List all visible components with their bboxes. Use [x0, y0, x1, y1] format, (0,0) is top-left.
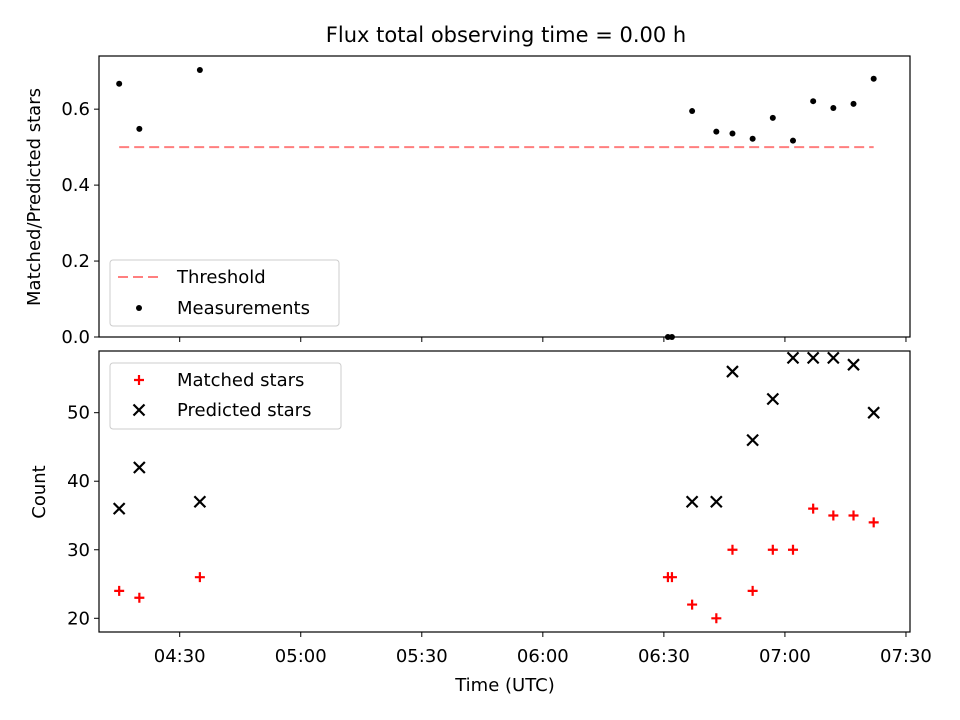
matched-star-point: [711, 613, 722, 624]
matched-star-point: [767, 544, 778, 555]
predicted-star-point: [193, 495, 207, 509]
predicted-star-point: [710, 495, 723, 509]
legend-matched-swatch: [134, 375, 144, 385]
top-y-tick-label: 0.6: [61, 99, 90, 120]
measurement-point: [870, 75, 877, 82]
predicted-star-point: [786, 351, 800, 365]
measurement-point: [713, 128, 720, 135]
bottom-plot-frame: [98, 350, 911, 633]
top-y-tick-label: 0.0: [61, 327, 90, 348]
top-y-axis-label: Matched/Predicted stars: [24, 88, 45, 306]
chart-title: Flux total observing time = 0.00 h: [326, 23, 686, 47]
predicted-star-point: [112, 502, 126, 515]
predicted-star-point: [766, 392, 780, 406]
bottom-y-axis-label: Count: [29, 465, 50, 518]
matched-star-point: [194, 572, 205, 583]
top-plot-frame: [98, 55, 911, 338]
top-y-tick-label: 0.2: [61, 251, 90, 272]
bottom-y-tick-label: 40: [67, 471, 90, 492]
matched-star-point: [687, 599, 698, 610]
legend-predicted-swatch: [132, 403, 146, 417]
matched-star-point: [787, 544, 798, 555]
matched-star-point: [848, 510, 859, 521]
matched-star-point: [134, 592, 145, 603]
bottom-y-tick-label: 30: [67, 540, 90, 561]
matched-star-point: [727, 544, 738, 555]
measurement-point: [136, 125, 143, 132]
measurement-point: [668, 334, 675, 340]
predicted-star-point: [806, 351, 820, 365]
matched-star-point: [868, 517, 879, 528]
matched-star-point: [747, 585, 758, 596]
measurement-point: [769, 114, 776, 121]
top-y-tick-label: 0.4: [61, 175, 90, 196]
measurement-point: [689, 108, 696, 115]
bottom-legend-box: [109, 362, 342, 430]
predicted-star-point: [685, 495, 699, 509]
x-tick-label: 05:30: [396, 646, 448, 667]
bottom-y-tick-label: 50: [67, 403, 90, 424]
matched-star-point: [808, 503, 819, 514]
predicted-star-point: [133, 461, 146, 474]
bottom-y-tick-label: 20: [67, 608, 90, 629]
matched-star-point: [666, 572, 677, 583]
measurement-point: [116, 80, 123, 87]
predicted-star-point: [726, 365, 739, 378]
legend-matched-label: Matched stars: [177, 370, 304, 391]
measurement-point: [749, 135, 756, 142]
matched-star-point: [114, 585, 125, 596]
x-tick-label: 04:30: [154, 646, 206, 667]
x-tick-label: 06:30: [638, 646, 690, 667]
predicted-star-point: [746, 433, 759, 447]
x-tick-label: 07:30: [880, 646, 932, 667]
x-tick-label: 07:00: [759, 646, 811, 667]
x-axis-label: Time (UTC): [454, 675, 555, 696]
x-tick-label: 06:00: [517, 646, 569, 667]
measurement-point: [830, 105, 837, 112]
matched-star-point: [828, 510, 839, 521]
legend-predicted-label: Predicted stars: [177, 400, 311, 421]
legend-threshold-label: Threshold: [176, 267, 266, 288]
predicted-star-point: [867, 406, 880, 419]
measurement-point: [789, 137, 796, 144]
predicted-star-point: [847, 358, 860, 371]
measurement-point: [850, 100, 857, 107]
measurement-point: [196, 67, 203, 74]
legend-measurement-swatch: [136, 305, 142, 311]
x-tick-label: 05:00: [275, 646, 327, 667]
measurement-point: [729, 130, 736, 137]
top-legend-box: [109, 259, 340, 327]
measurement-point: [810, 98, 817, 105]
predicted-star-point: [827, 351, 840, 365]
legend-measurement-label: Measurements: [177, 298, 310, 319]
